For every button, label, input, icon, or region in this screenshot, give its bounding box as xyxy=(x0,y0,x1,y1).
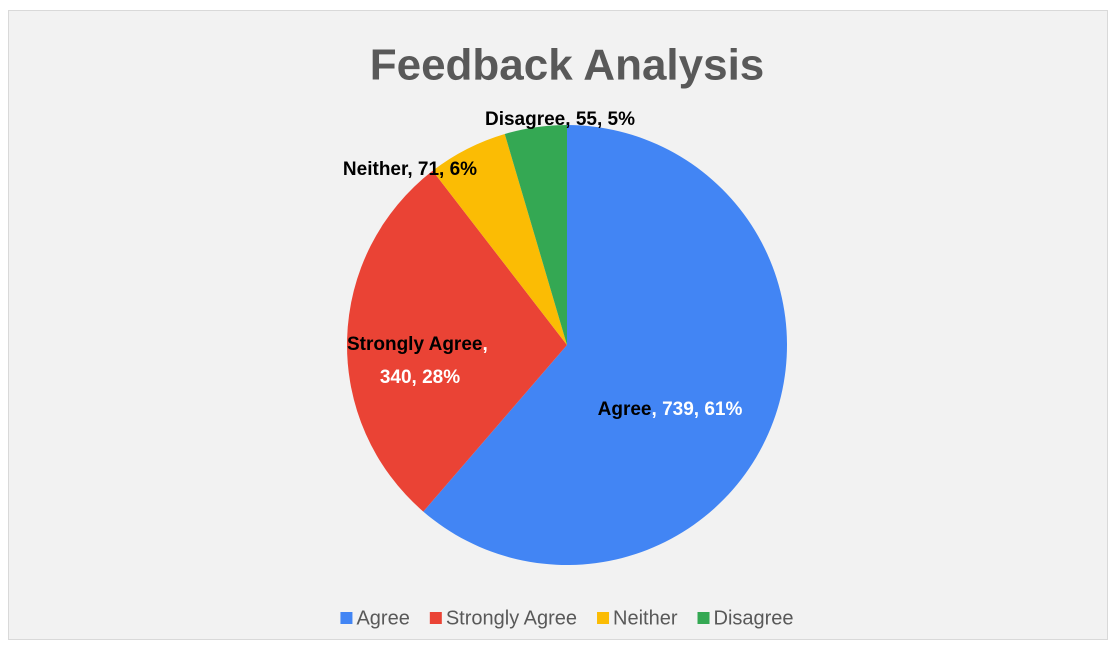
data-label-part: , xyxy=(597,109,608,130)
data-label-part: 739 xyxy=(662,399,694,420)
pie-slice xyxy=(423,125,787,565)
pie-slice xyxy=(346,170,567,512)
data-label-part: 28% xyxy=(422,367,460,388)
data-label-part: Neither xyxy=(343,159,409,180)
data-label-part: , xyxy=(652,399,663,420)
data-label-part: , xyxy=(439,159,450,180)
data-label-part: 71 xyxy=(418,159,440,180)
data-label-part: 55 xyxy=(576,109,598,130)
data-label: Neither, 71, 6% xyxy=(343,159,477,180)
data-label-part: 6% xyxy=(450,159,478,180)
legend-label: Neither xyxy=(613,607,678,629)
data-label-part: , xyxy=(565,109,576,130)
data-label-part: 5% xyxy=(608,109,636,130)
data-label-part: 340 xyxy=(380,367,412,388)
legend-swatch xyxy=(697,612,710,624)
legend: Agree Strongly Agree Neither Disagree xyxy=(340,607,794,629)
data-label-part: Strongly Agree xyxy=(347,334,483,355)
data-label: Disagree, 55, 5% xyxy=(485,109,635,130)
data-label-part: , xyxy=(482,334,493,355)
legend-swatch xyxy=(429,612,442,624)
data-label: Strongly Agree, 340, 28% xyxy=(347,334,493,388)
legend-label: Strongly Agree xyxy=(446,607,577,629)
legend-label: Agree xyxy=(356,607,409,629)
data-label: Agree, 739, 61% xyxy=(598,399,743,420)
legend-swatch xyxy=(340,612,353,624)
data-label-part: 61% xyxy=(704,399,742,420)
legend-swatch xyxy=(597,612,610,624)
data-label-part: Agree xyxy=(598,399,652,420)
data-label-part: , xyxy=(412,367,423,388)
pie-slice xyxy=(504,125,567,345)
chart-title: Feedback Analysis xyxy=(370,41,765,90)
pie-slice xyxy=(432,133,567,345)
data-label-part: Disagree xyxy=(485,109,565,130)
data-label-part: , xyxy=(407,159,418,180)
legend-label: Disagree xyxy=(714,607,794,629)
data-label-part: , xyxy=(694,399,705,420)
